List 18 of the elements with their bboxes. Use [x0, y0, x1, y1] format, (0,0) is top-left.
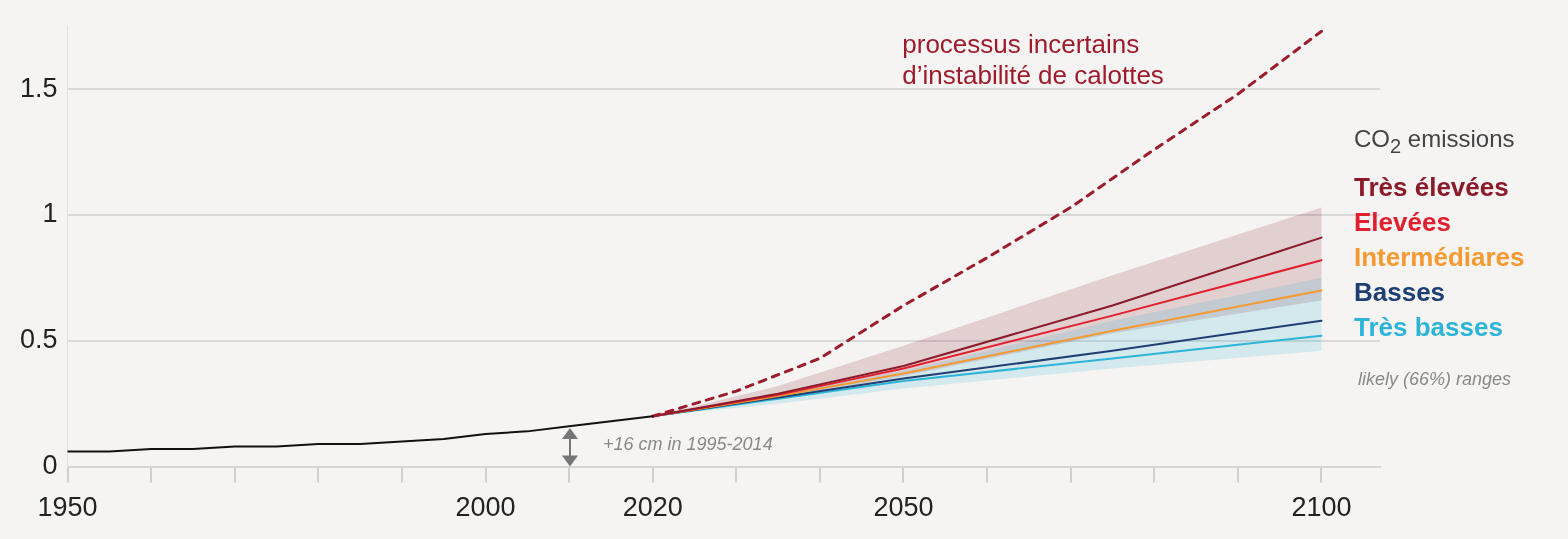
- series-label: Très élevées: [1354, 170, 1510, 204]
- x-tick-label: 2000: [455, 492, 516, 523]
- y-tick-label: 0.5: [19, 324, 58, 355]
- annotation: processus incertains d’instabilité de calottes: [902, 29, 1164, 91]
- y-tick-label: 1: [42, 198, 58, 229]
- x-tick-label: 2100: [1291, 492, 1352, 523]
- x-tick-label: 2020: [622, 492, 683, 523]
- series-label: Intermédiares: [1354, 240, 1525, 274]
- y-tick-label: 0: [42, 450, 58, 481]
- series-label: Elevées: [1354, 205, 1452, 239]
- series-label: Très basses: [1354, 310, 1504, 344]
- x-tick-label: 1950: [37, 492, 98, 523]
- y-tick-label: 1.5: [19, 72, 58, 103]
- annotation: likely (66%) ranges: [1358, 368, 1513, 390]
- legend-title: CO$_{2}$ emissions: [1354, 125, 1516, 158]
- x-tick-label: 2050: [873, 492, 934, 523]
- annotation: +16 cm in 1995-2014: [603, 433, 773, 454]
- series-label: Basses: [1354, 275, 1447, 309]
